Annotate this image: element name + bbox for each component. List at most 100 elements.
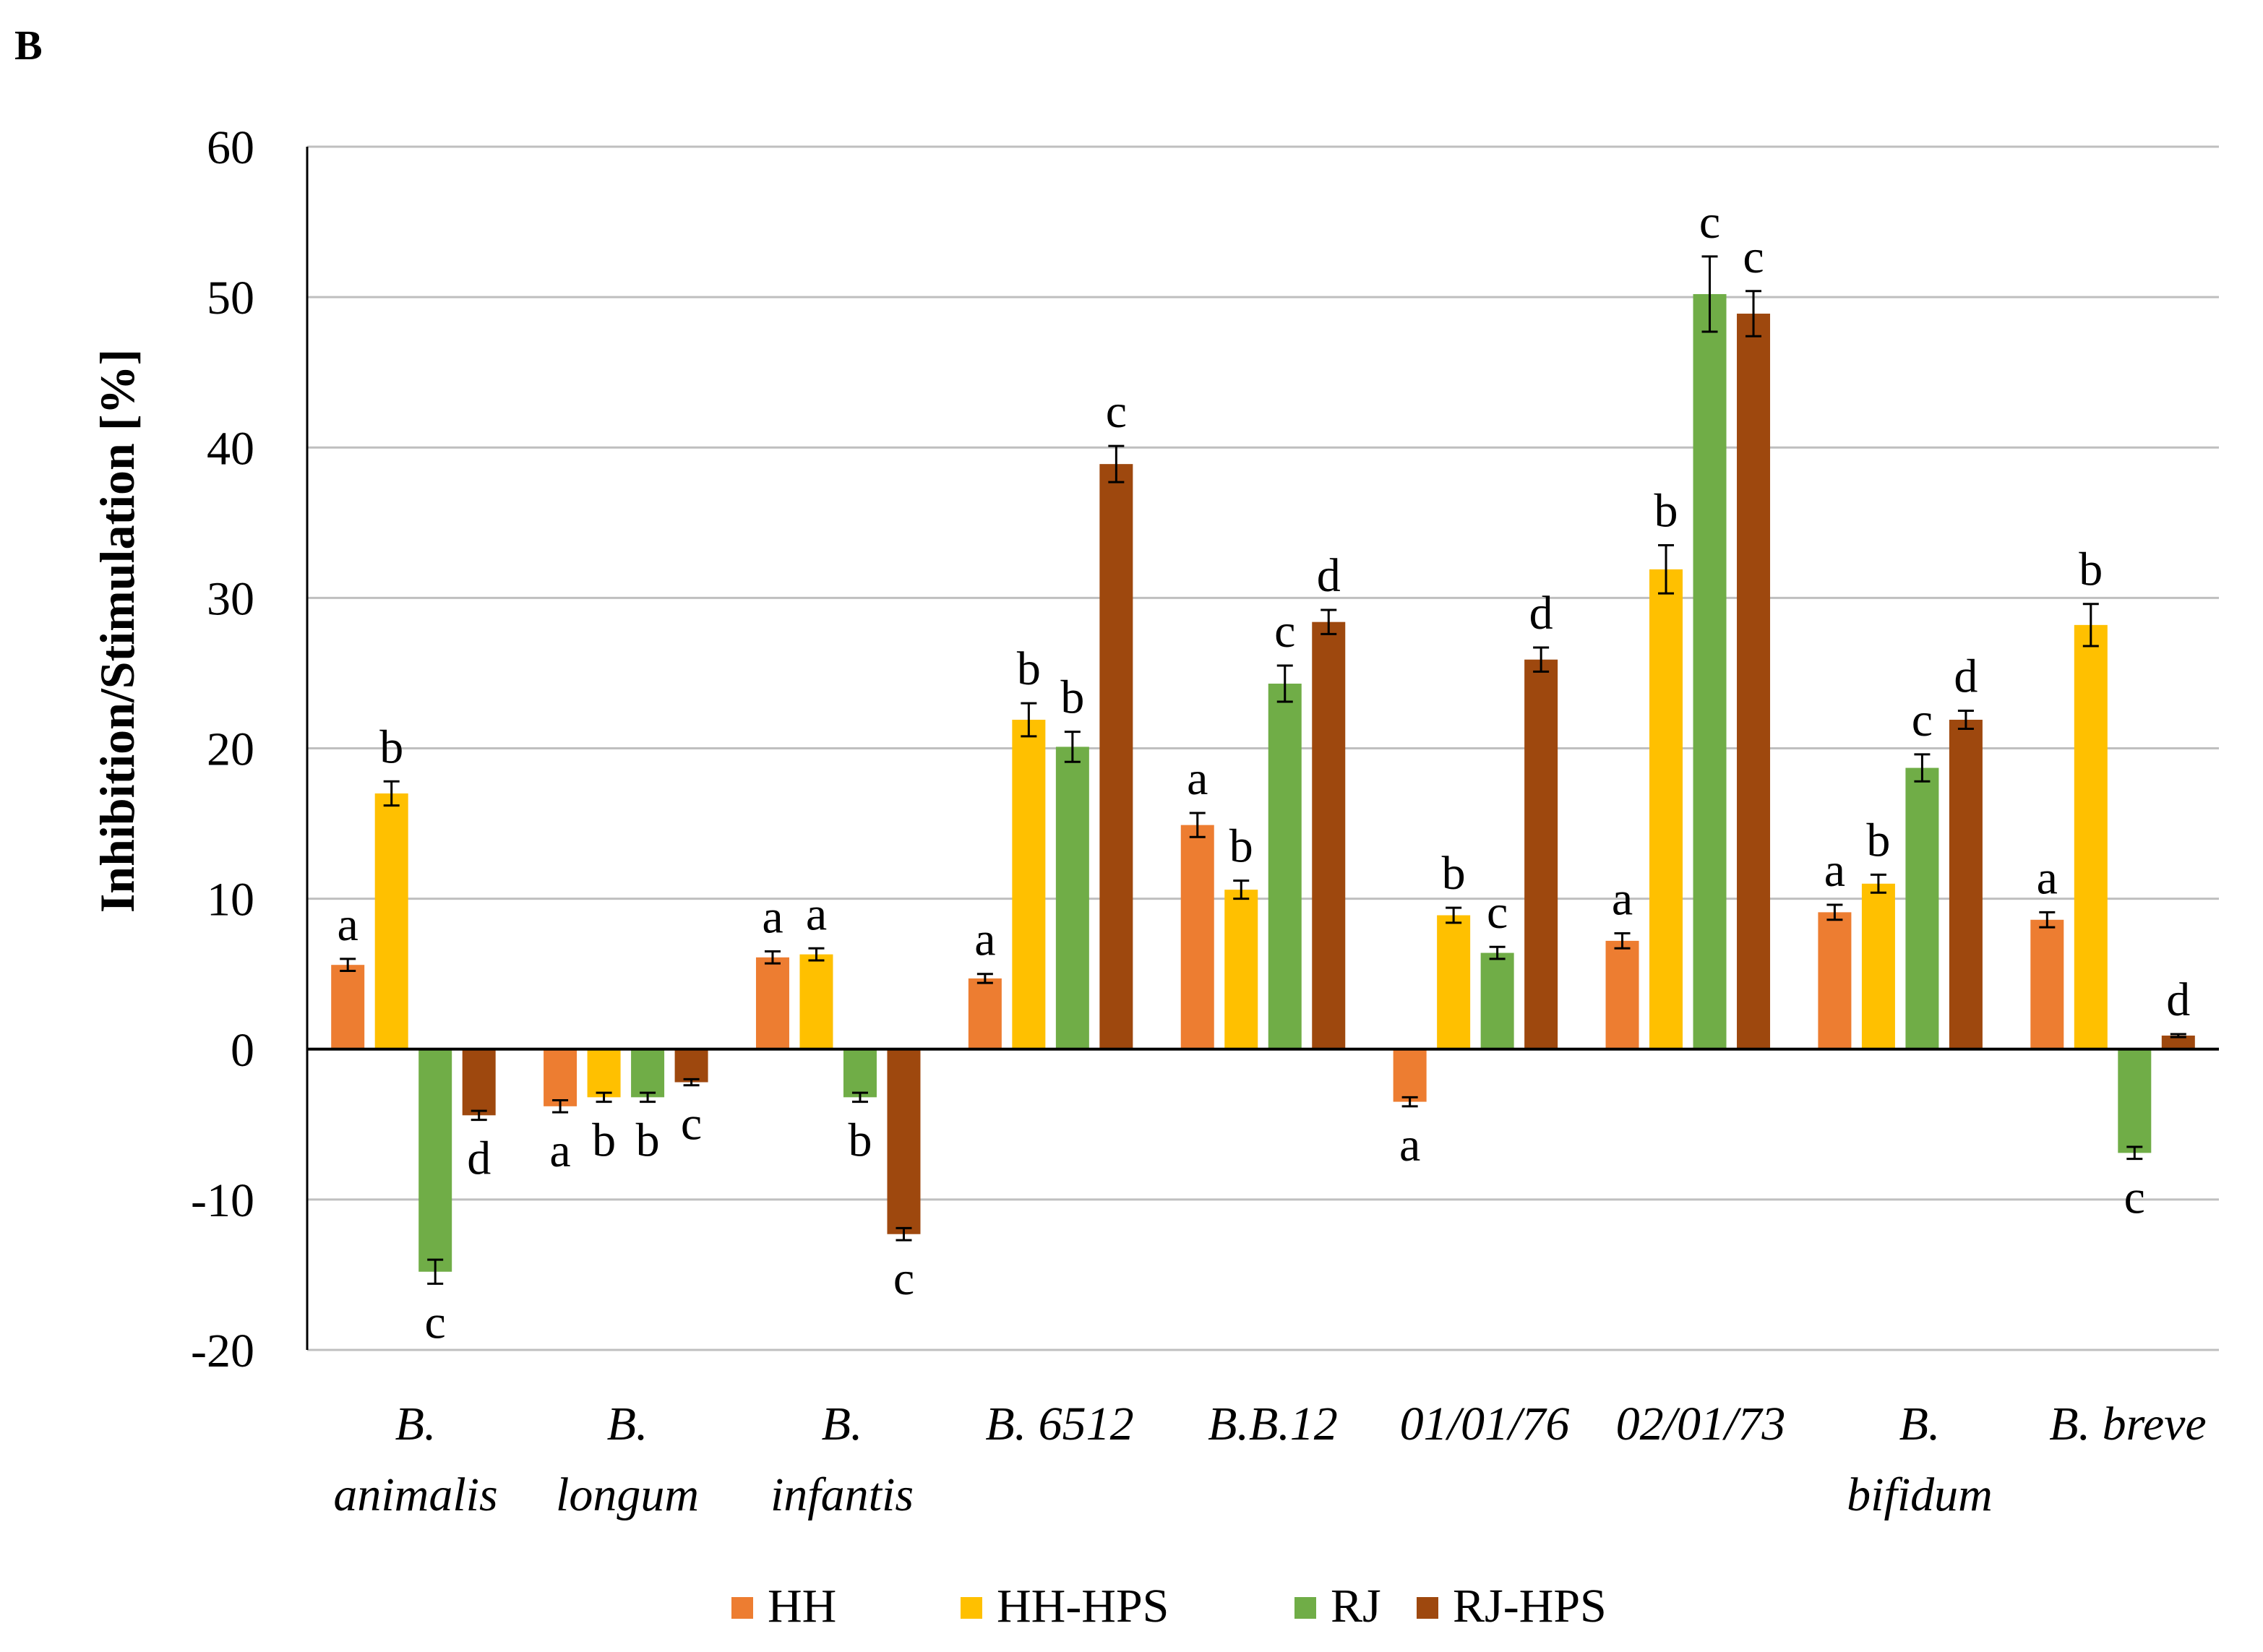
significance-letter: d	[467, 1132, 491, 1185]
bar	[843, 1049, 877, 1098]
category-label: B. 6512	[985, 1398, 1133, 1450]
significance-letter: c	[1743, 231, 1764, 283]
bar	[587, 1049, 621, 1098]
y-tick-label: 10	[207, 874, 254, 926]
bar	[887, 1049, 921, 1234]
category-label: B. breve	[2049, 1398, 2206, 1450]
bar	[1524, 659, 1558, 1049]
bar	[1268, 684, 1302, 1049]
significance-letter: c	[893, 1252, 914, 1305]
bar	[1055, 747, 1089, 1049]
bars	[331, 293, 2195, 1272]
y-axis: 60 50 40 30 20 10 0 -10 -20	[191, 121, 309, 1377]
legend: HH HH-HPS RJ RJ-HPS	[731, 1580, 1607, 1632]
y-tick-label: 40	[207, 422, 254, 475]
y-tick-label: 0	[231, 1024, 254, 1077]
significance-letter: c	[1699, 196, 1720, 249]
significance-letter: d	[1954, 650, 1978, 702]
category-label: 01/01/76	[1400, 1398, 1570, 1450]
significance-letter: a	[1612, 872, 1633, 925]
significance-letter: b	[1442, 847, 1466, 900]
category-label: 02/01/73	[1616, 1398, 1786, 1450]
category-label: B.	[1899, 1398, 1941, 1450]
significance-letter: a	[549, 1124, 570, 1177]
significance-letter: a	[2037, 851, 2058, 904]
significance-letter: d	[1317, 549, 1341, 602]
significance-letter: d	[1529, 587, 1553, 640]
bar	[1312, 621, 1346, 1049]
category-label: longum	[556, 1468, 699, 1521]
bar	[1818, 912, 1852, 1049]
y-axis-title: Inhibition/Stimulation [%]	[90, 349, 145, 913]
legend-label: HH-HPS	[997, 1580, 1169, 1632]
significance-letter: b	[1866, 814, 1890, 866]
bar	[674, 1049, 708, 1083]
legend-swatch	[1417, 1597, 1438, 1619]
significance-letter: a	[974, 913, 995, 966]
gridlines	[307, 145, 2219, 1351]
bar	[1437, 915, 1471, 1049]
y-tick-label: 60	[207, 121, 254, 174]
significance-letter: b	[2079, 543, 2103, 596]
bar	[2030, 919, 2064, 1049]
panel-letter: B	[14, 22, 43, 69]
legend-swatch	[961, 1597, 982, 1619]
category-labels: B. animalis B. longum B. infantis B. 6512 B.B.1…	[333, 1398, 2206, 1521]
significance-letter: b	[379, 720, 403, 773]
bar	[1099, 464, 1133, 1049]
error-bars	[340, 255, 2186, 1285]
bar	[799, 954, 833, 1049]
legend-label: HH	[768, 1580, 836, 1632]
significance-letter: c	[1487, 886, 1508, 939]
significance-letter: b	[1654, 485, 1678, 538]
bar	[1861, 883, 1895, 1049]
bar	[968, 978, 1002, 1049]
legend-swatch	[1294, 1597, 1316, 1619]
bar	[1224, 890, 1258, 1049]
bar	[418, 1049, 452, 1272]
significance-letter: a	[762, 890, 783, 943]
bar	[1949, 719, 1983, 1049]
bar	[374, 793, 408, 1049]
bar	[1693, 293, 1727, 1049]
significance-letter: b	[592, 1114, 616, 1167]
significance-letter: c	[1912, 694, 1933, 747]
y-tick-label: 20	[207, 723, 254, 776]
bar	[1649, 569, 1683, 1049]
bar	[1905, 767, 1939, 1049]
significance-letter: c	[425, 1296, 446, 1348]
bar	[1605, 940, 1639, 1049]
significance-letter: d	[2166, 973, 2190, 1026]
bar	[1180, 825, 1214, 1049]
category-label: infantis	[770, 1468, 914, 1521]
category-label: B.	[607, 1398, 648, 1450]
category-label: B.B.12	[1208, 1398, 1338, 1450]
bar	[1393, 1049, 1427, 1102]
legend-swatch	[731, 1597, 753, 1619]
significance-letter: b	[1017, 642, 1041, 695]
bar	[2074, 624, 2108, 1049]
category-label: B.	[395, 1398, 437, 1450]
bar	[1480, 952, 1514, 1049]
significance-letter: a	[1187, 752, 1208, 805]
significance-letter: c	[2124, 1171, 2145, 1224]
significance-letter: a	[338, 898, 358, 951]
legend-label: RJ-HPS	[1453, 1580, 1607, 1632]
y-tick-label: -20	[191, 1325, 254, 1377]
legend-label: RJ	[1331, 1580, 1381, 1632]
bar	[1012, 719, 1046, 1049]
significance-letter: b	[848, 1114, 872, 1167]
significance-letter: c	[1274, 605, 1295, 658]
bar	[755, 957, 789, 1049]
category-label: bifidum	[1847, 1468, 1993, 1521]
y-tick-label: 50	[207, 272, 254, 324]
bar	[2118, 1049, 2152, 1153]
category-label: animalis	[333, 1468, 497, 1521]
category-label: B.	[822, 1398, 863, 1450]
y-tick-label: 30	[207, 572, 254, 625]
significance-letter: b	[1229, 820, 1253, 873]
bar	[462, 1049, 496, 1116]
significance-letter: c	[681, 1098, 702, 1150]
